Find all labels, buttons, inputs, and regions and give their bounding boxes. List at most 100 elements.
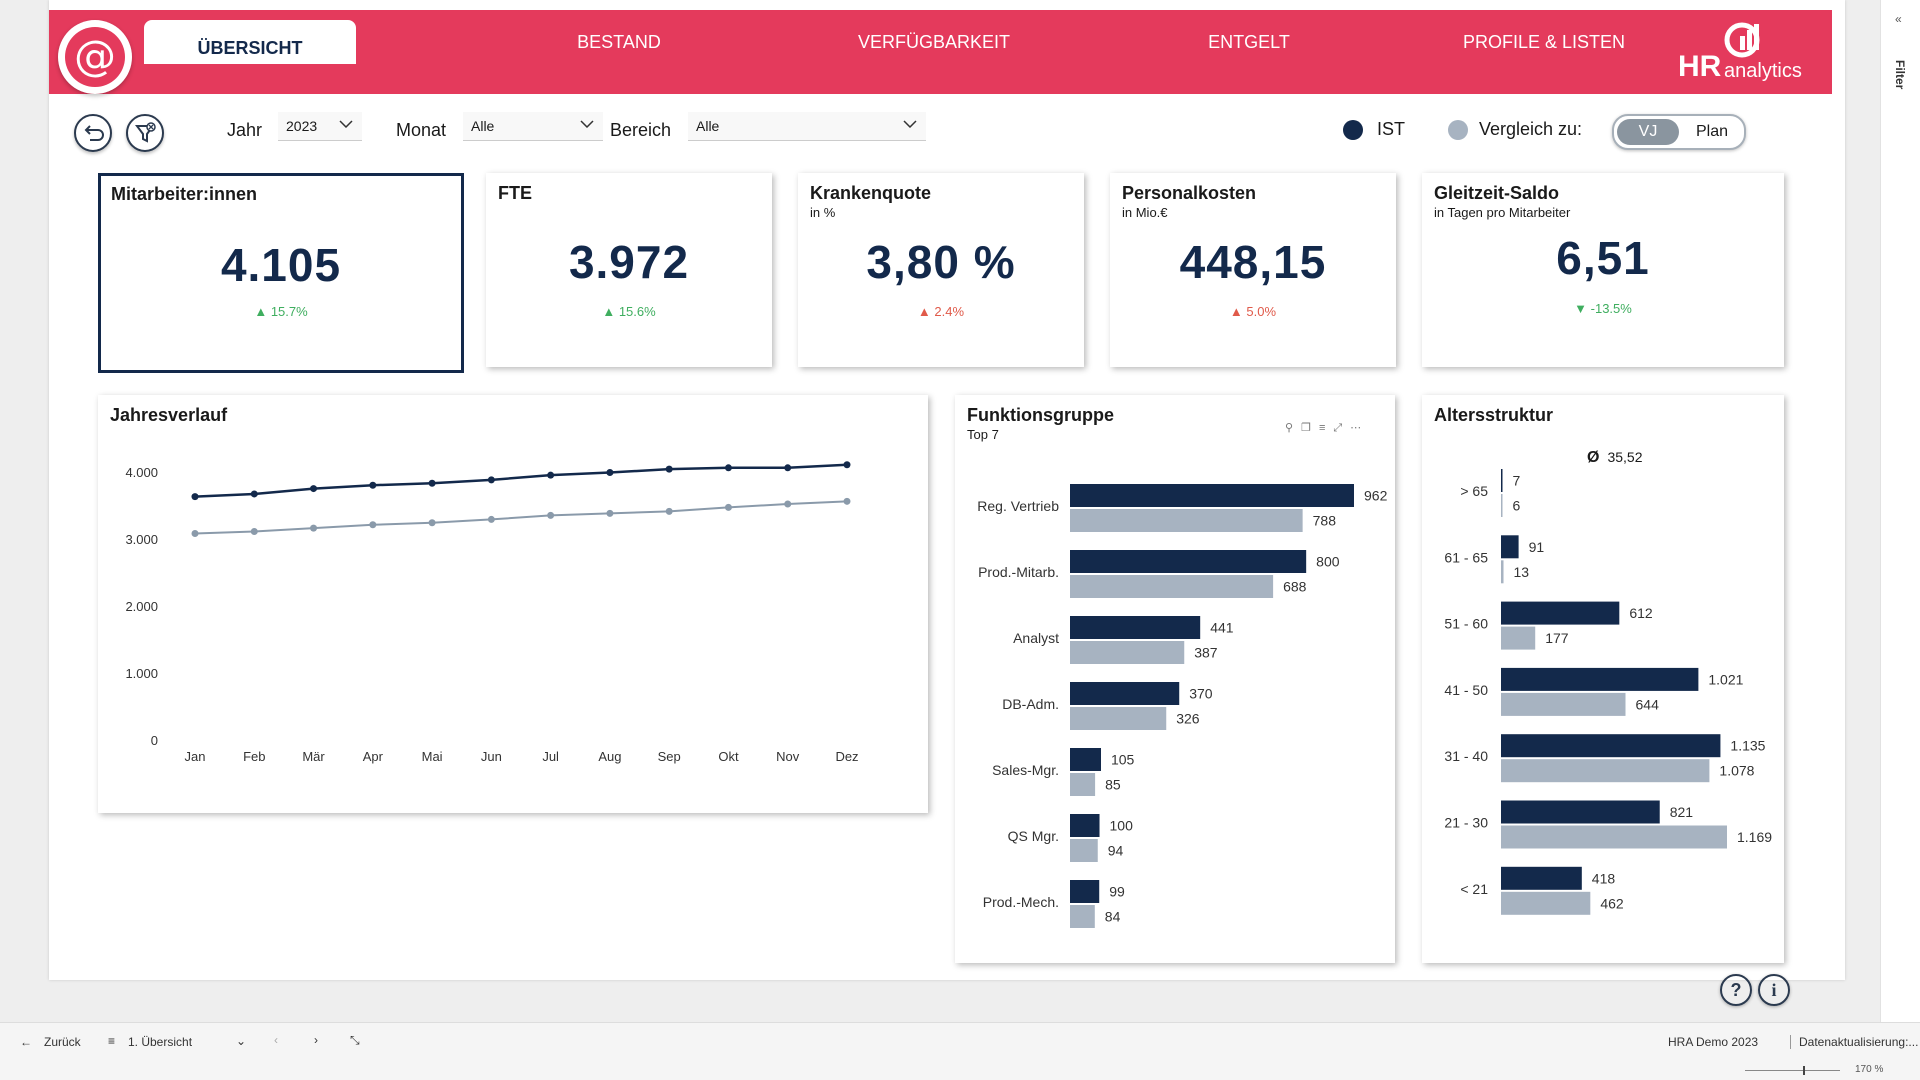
tab-profile-listen[interactable]: PROFILE & LISTEN	[1462, 32, 1626, 52]
next-page-button[interactable]: ›	[314, 1033, 318, 1047]
line-chart[interactable]: 0 1.000 2.000 3.000 4.000 Jan Feb Mär Apr Mai Jun J…	[98, 395, 928, 813]
filter-icon[interactable]: ≡	[1318, 422, 1334, 434]
filter-pane-label[interactable]: Filter	[1893, 60, 1907, 90]
zoom-slider-thumb[interactable]	[1803, 1066, 1805, 1075]
prev-page-button[interactable]: ‹	[274, 1033, 278, 1047]
y-tick-label: 1.000	[125, 666, 158, 681]
tab-uebersicht[interactable]: ÜBERSICHT	[144, 20, 356, 64]
ist-bar	[1501, 667, 1699, 691]
chart-logo-icon	[1724, 22, 1760, 58]
kpi-delta-value: 2.4%	[934, 304, 965, 319]
ist-bar	[1070, 616, 1201, 639]
bar-value-label: 6	[1513, 498, 1521, 514]
kpi-card-personalkosten[interactable]: Personalkosten in Mio.€ 448,15 ▲ 5.0%	[1110, 173, 1396, 367]
fullscreen-icon[interactable]: ⤡	[350, 1033, 360, 1047]
hr-analytics-logo: HR analytics	[1678, 22, 1828, 92]
data-point	[191, 530, 199, 537]
ist-bar	[1070, 814, 1100, 837]
bar-value-label: 1.169	[1737, 829, 1772, 845]
kpi-value: 448,15	[1179, 236, 1327, 288]
ist-bar	[1070, 682, 1180, 705]
copy-icon[interactable]: ❐	[1301, 422, 1319, 434]
bar-value-label: 100	[1110, 818, 1134, 834]
bar-value-label: 462	[1600, 895, 1624, 911]
panel-title: Jahresverlauf	[110, 405, 228, 425]
kpi-title: Krankenquote	[810, 183, 932, 203]
month-dropdown[interactable]: Alle	[463, 112, 603, 141]
kpi-card-krankenquote[interactable]: Krankenquote in % 3,80 % ▲ 2.4%	[798, 173, 1084, 367]
back-nav-button[interactable]: ← Zurück	[20, 1035, 81, 1049]
brand-hr: HR	[1678, 50, 1722, 83]
bar-value-label: 962	[1364, 488, 1388, 504]
category-label: 21 - 30	[1444, 815, 1488, 831]
bar-value-label: 788	[1313, 513, 1337, 529]
data-point	[250, 527, 258, 535]
more-options-icon[interactable]: ⋯	[1350, 422, 1370, 434]
focus-mode-icon[interactable]: ⤢	[1333, 422, 1351, 434]
category-label: 31 - 40	[1444, 748, 1488, 764]
toggle-vj[interactable]: VJ	[1617, 119, 1679, 145]
data-point	[547, 511, 555, 519]
page-selector-label: 1. Übersicht	[128, 1035, 193, 1049]
funktionsgruppe-bar-chart[interactable]: Reg. Vertrieb 962 788 Prod.-Mitarb. 800 688 An…	[955, 395, 1395, 963]
panel-title: Funktionsgruppe	[967, 405, 1114, 425]
chevron-down-icon	[338, 116, 354, 135]
x-tick-label: Okt	[718, 749, 739, 764]
kpi-title: Gleitzeit-Saldo	[1434, 183, 1560, 203]
y-tick-label: 0	[151, 733, 158, 748]
bar-value-label: 177	[1545, 630, 1569, 646]
y-tick-label: 3.000	[125, 532, 158, 547]
bar-value-label: 370	[1189, 686, 1213, 702]
kpi-subtitle: in Tagen pro Mitarbeiter	[1434, 205, 1571, 220]
x-tick-label: Jan	[185, 749, 206, 764]
bar-value-label: 1.135	[1730, 738, 1765, 754]
tab-entgelt[interactable]: ENTGELT	[1208, 32, 1290, 52]
tab-bestand[interactable]: BESTAND	[577, 32, 661, 52]
back-button[interactable]	[74, 114, 112, 152]
toggle-plan[interactable]: Plan	[1695, 123, 1729, 140]
funktionsgruppe-panel[interactable]: Funktionsgruppe Top 7 ⚲❐≡⤢⋯ Reg. Vertrie…	[955, 395, 1395, 963]
kpi-card-gleitzeit[interactable]: Gleitzeit-Saldo in Tagen pro Mitarbeiter…	[1422, 173, 1784, 367]
altersstruktur-bar-chart[interactable]: > 65 7 6 61 - 65 91 13 51 - 60 612 177 41 - 50 1.0…	[1422, 395, 1784, 963]
kpi-subtitle: in %	[810, 205, 836, 220]
x-tick-label: Apr	[363, 749, 384, 764]
help-button[interactable]: ?	[1720, 974, 1752, 1006]
tab-verfuegbarkeit[interactable]: VERFÜGBARKEIT	[857, 32, 1011, 52]
jahresverlauf-panel[interactable]: Jahresverlauf 0 1.000 2.000 3.000 4.000 Jan Fe…	[98, 395, 928, 813]
pin-icon[interactable]: ⚲	[1285, 422, 1302, 434]
page-selector[interactable]: ≡ 1. Übersicht ⌄	[108, 1030, 248, 1054]
data-point	[369, 521, 377, 529]
zoom-slider[interactable]	[1745, 1070, 1840, 1071]
year-dropdown[interactable]: 2023	[278, 112, 362, 141]
data-point	[547, 471, 555, 479]
altersstruktur-panel[interactable]: Altersstruktur Ø 35,52 > 65 7 6 61 - 65 91 13 5…	[1422, 395, 1784, 963]
data-point	[606, 509, 614, 517]
home-logo[interactable]: @	[58, 20, 132, 94]
kpi-card-fte[interactable]: FTE 3.972 ▲ 15.6%	[486, 173, 772, 367]
vj-bar	[1501, 891, 1591, 915]
up-arrow-icon: ▲	[1229, 304, 1243, 319]
area-dropdown[interactable]: Alle	[688, 112, 926, 141]
category-label: < 21	[1460, 881, 1488, 897]
kpi-card-mitarbeiter[interactable]: Mitarbeiter:innen 4.105 ▲ 15.7%	[98, 173, 464, 373]
y-tick-label: 2.000	[125, 599, 158, 614]
year-label: Jahr	[227, 120, 263, 140]
kpi-delta: ▲ 15.7%	[101, 304, 461, 319]
clear-filters-button[interactable]	[126, 114, 164, 152]
vj-bar	[1501, 560, 1504, 584]
series-line-ist	[194, 463, 848, 498]
data-point	[487, 515, 495, 523]
collapse-icon[interactable]: «	[1895, 12, 1902, 26]
filter-pane-rail[interactable]: « Filter	[1880, 0, 1920, 1022]
kpi-delta-value: -13.5%	[1590, 301, 1632, 316]
info-button[interactable]: i	[1758, 974, 1790, 1006]
ist-bar	[1070, 880, 1100, 903]
data-point	[369, 481, 377, 489]
compare-toggle[interactable]: VJ Plan	[1612, 114, 1746, 150]
category-label: 61 - 65	[1444, 549, 1488, 565]
ist-legend-label: IST	[1377, 119, 1406, 139]
category-label: Prod.-Mech.	[983, 894, 1059, 910]
ist-bar	[1070, 484, 1354, 507]
vj-bar	[1501, 825, 1727, 849]
month-label: Monat	[396, 120, 447, 140]
